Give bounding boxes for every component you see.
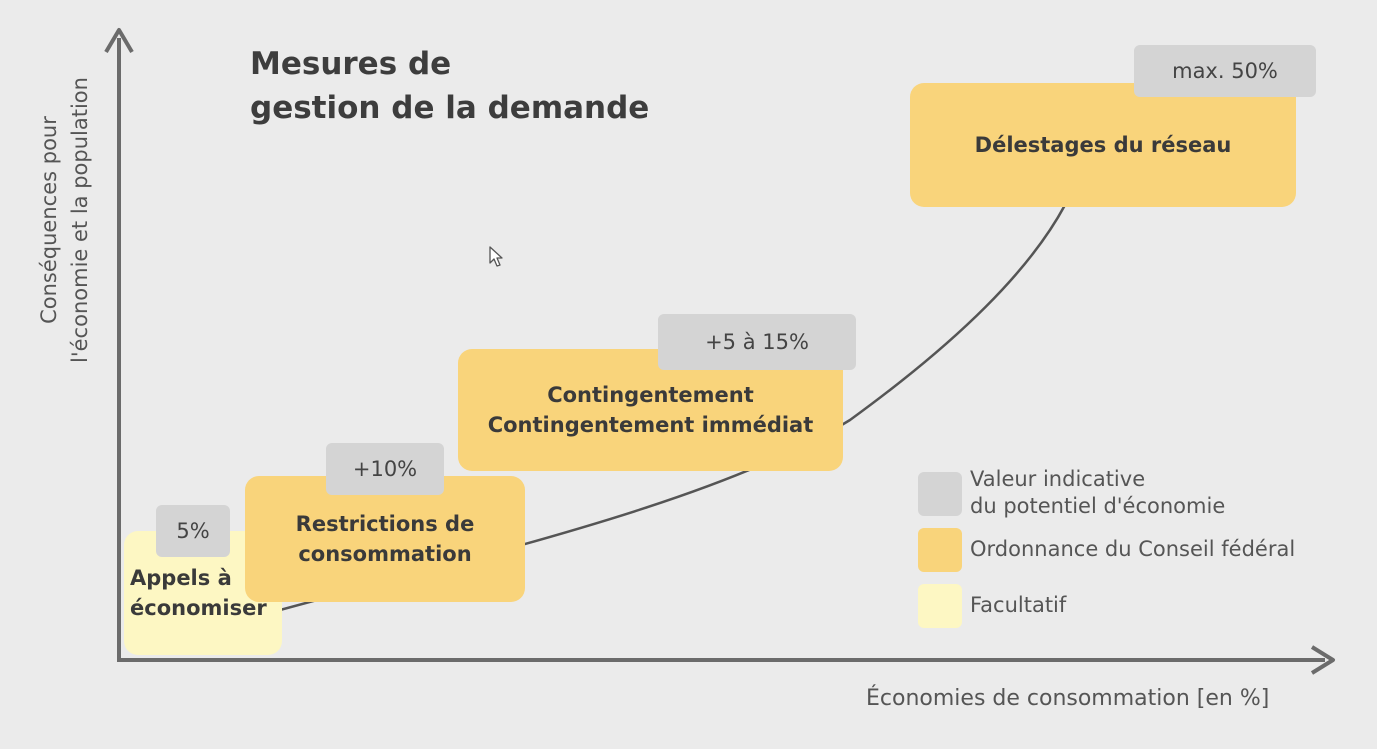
measure-label-line: Restrictions de: [295, 512, 475, 536]
x-axis-arrow: [1310, 645, 1335, 675]
y-axis-arrow: [104, 28, 134, 54]
legend-label: Valeur indicative du potentiel d'économi…: [970, 466, 1225, 520]
legend-swatch-orange: [918, 528, 962, 572]
legend-label-line: Facultatif: [970, 593, 1067, 617]
legend-label: Facultatif: [970, 592, 1066, 619]
mouse-cursor-icon: [489, 246, 503, 267]
measure-value-tag: 5%: [156, 505, 230, 557]
y-axis-label-line-2: l'économie et la population: [68, 77, 92, 363]
title-line-2: gestion de la demande: [250, 90, 650, 126]
legend-label-line: du potentiel d'économie: [970, 494, 1226, 518]
measure-label-line: Délestages du réseau: [974, 133, 1232, 157]
measure-value-tag: +10%: [326, 443, 444, 495]
x-axis-label: Économies de consommation [en %]: [866, 686, 1270, 711]
y-axis-label-line-1: Conséquences pour: [37, 116, 61, 324]
legend-swatch-yellow: [918, 584, 962, 628]
legend-label: Ordonnance du Conseil fédéral: [970, 536, 1295, 563]
measure-box-delestages: Délestages du réseau: [910, 83, 1296, 207]
measure-value-tag: +5 à 15%: [658, 314, 856, 370]
legend-label-line: Valeur indicative: [970, 467, 1146, 491]
measure-box-restrictions: Restrictions de consommation: [245, 476, 525, 602]
y-axis-label: Conséquences pour l'économie et la popul…: [34, 60, 96, 380]
diagram-title: Mesures de gestion de la demande: [250, 42, 649, 130]
measure-label-line: économiser: [130, 596, 267, 620]
legend-label-line: Ordonnance du Conseil fédéral: [970, 537, 1296, 561]
legend-swatch-grey: [918, 472, 962, 516]
measure-label-line: consommation: [298, 542, 472, 566]
measure-value-tag: max. 50%: [1134, 45, 1316, 97]
measure-label-line: Contingentement: [547, 383, 754, 407]
title-line-1: Mesures de: [250, 46, 452, 82]
measure-label-line: Appels à: [130, 566, 232, 590]
measure-label-line: Contingentement immédiat: [487, 413, 814, 437]
